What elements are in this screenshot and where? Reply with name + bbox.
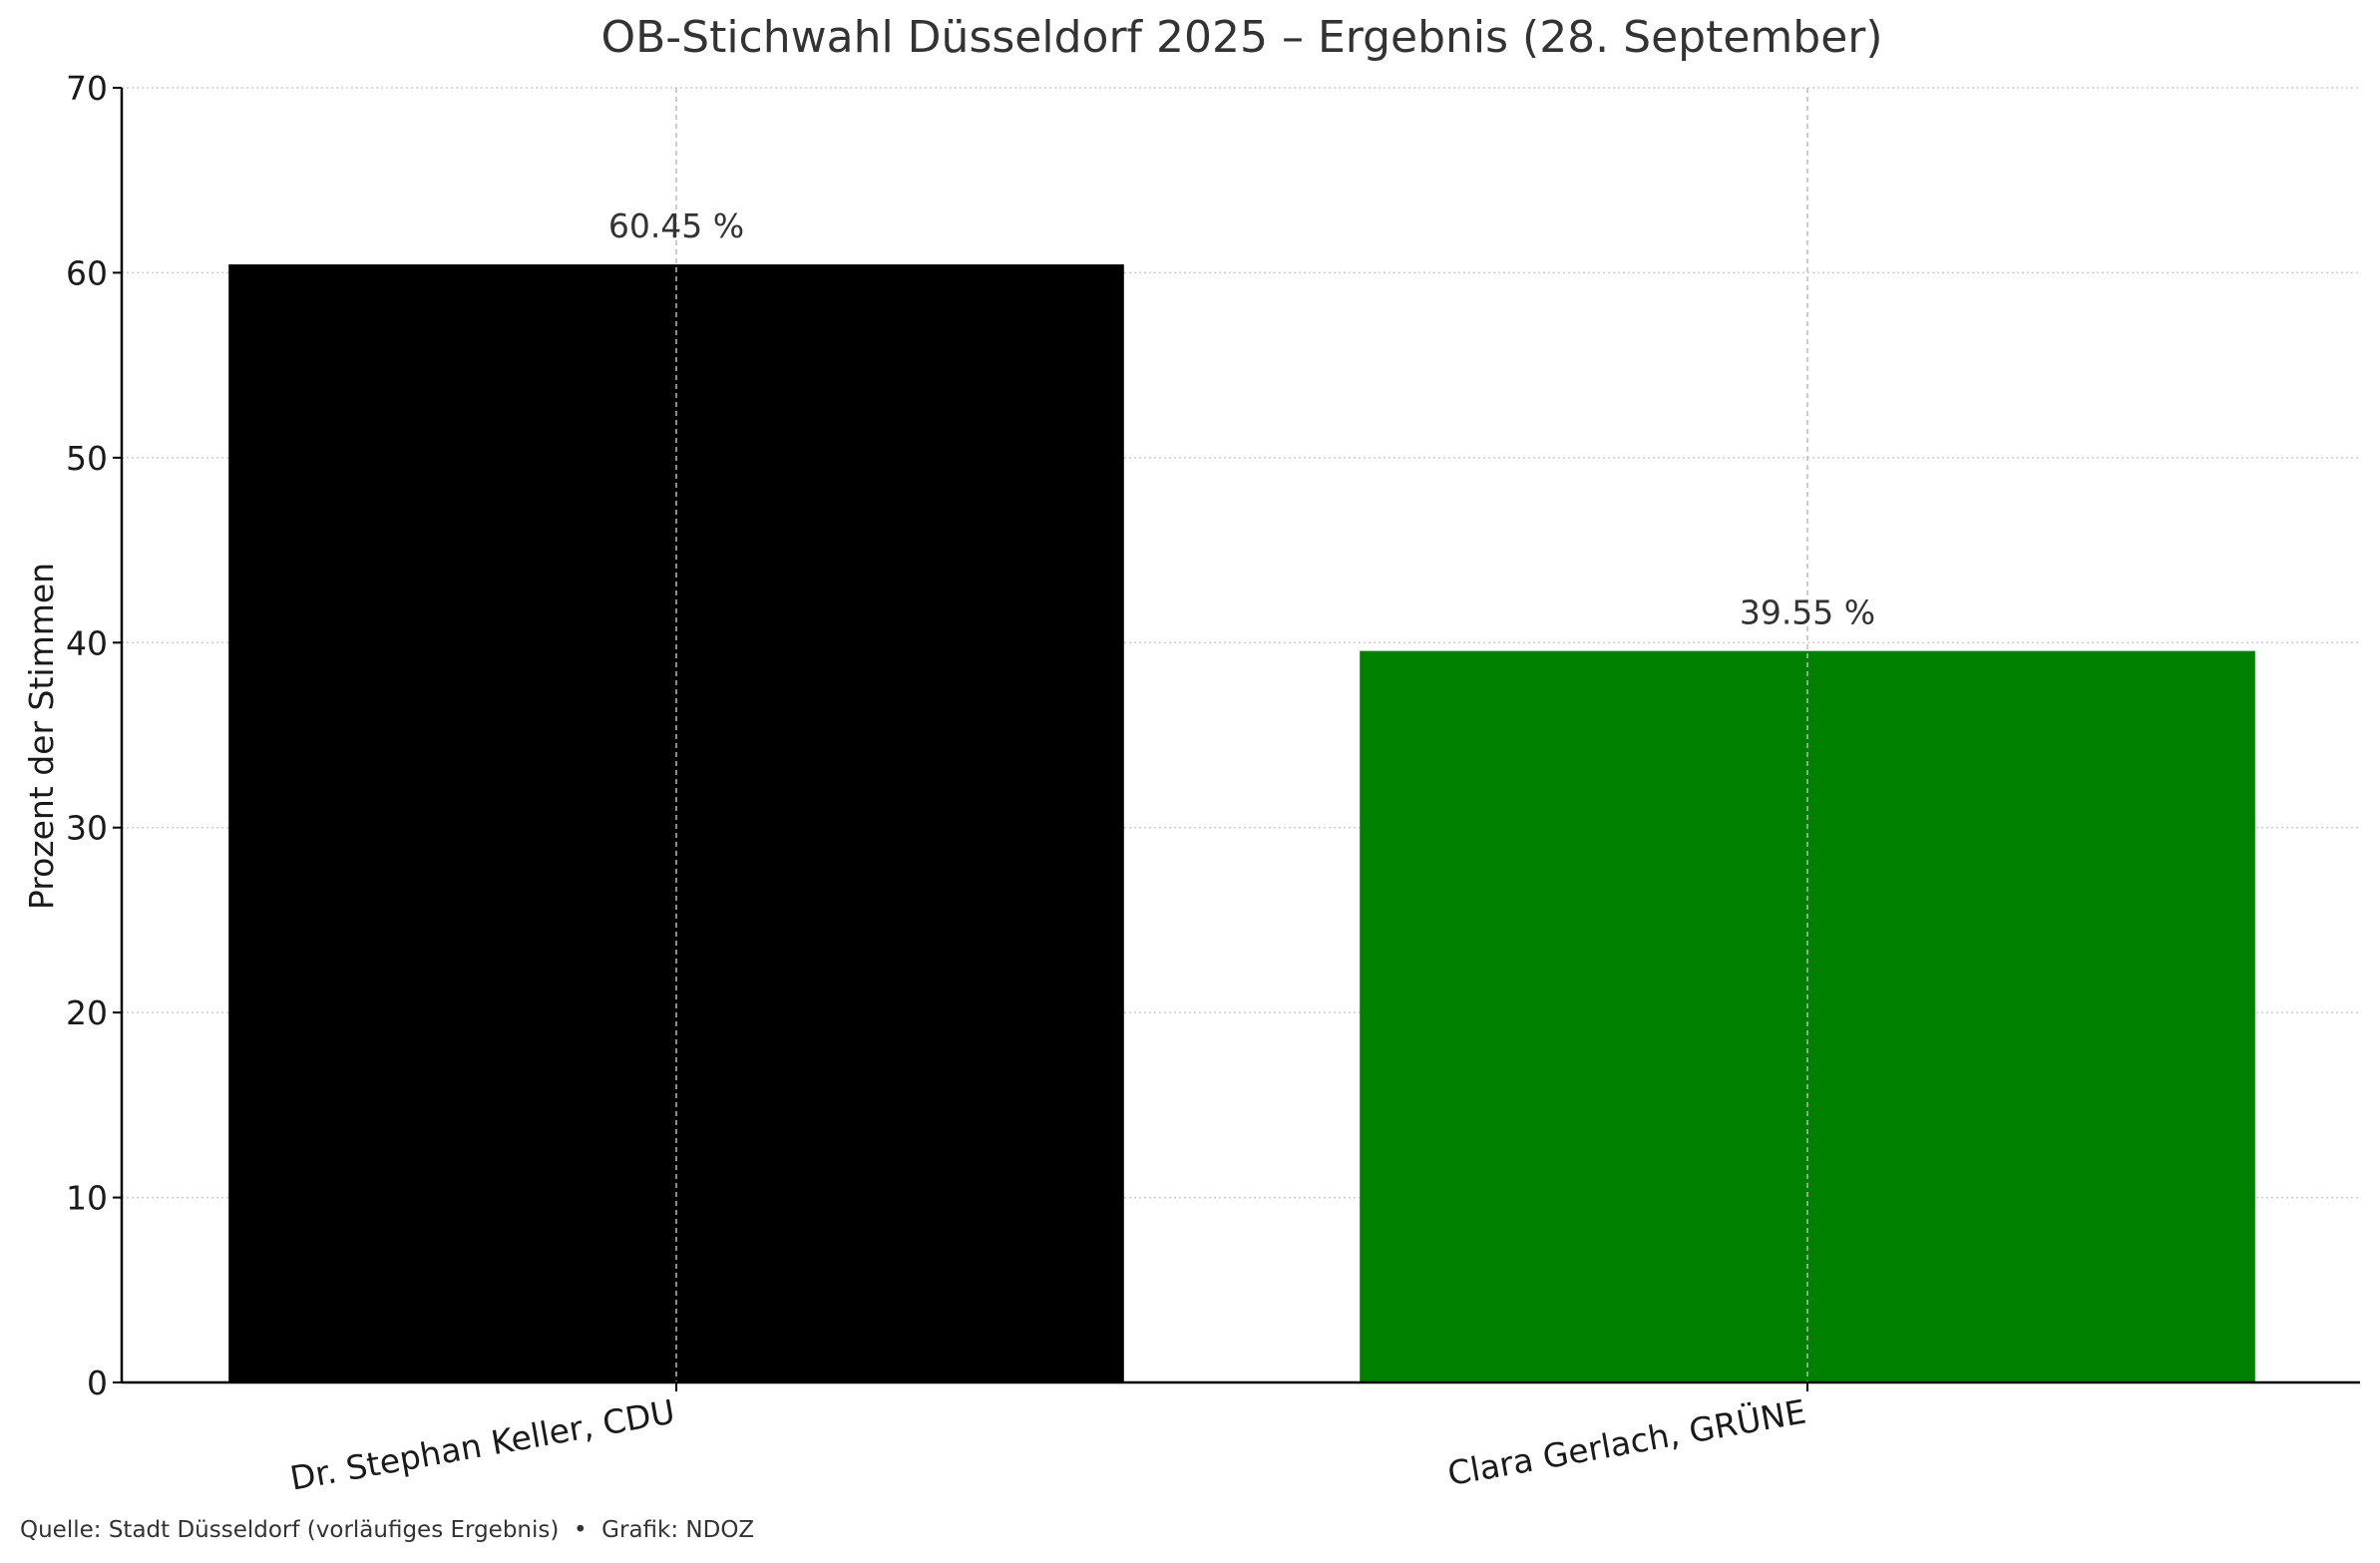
axes: [113, 87, 2360, 1391]
y-axis-label: Prozent der Stimmen: [22, 563, 61, 910]
y-tick-label: 30: [66, 809, 108, 848]
y-tick-label: 10: [66, 1179, 108, 1218]
bars: [228, 264, 2255, 1383]
bar-value-label: 60.45 %: [608, 206, 744, 245]
y-tick-label: 0: [87, 1364, 108, 1402]
x-tick-label: Dr. Stephan Keller, CDU: [287, 1391, 678, 1497]
vertical-grid-lines: [675, 88, 1808, 1382]
chart-title: OB-Stichwahl Düsseldorf 2025 – Ergebnis …: [600, 12, 1882, 63]
x-tick-label: Clara Gerlach, GRÜNE: [1444, 1390, 1808, 1493]
y-tick-label: 20: [66, 993, 108, 1032]
bar-value-label: 39.55 %: [1740, 593, 1875, 632]
y-tick-label: 60: [66, 253, 108, 292]
y-tick-label: 40: [66, 623, 108, 662]
y-tick-label: 70: [66, 69, 108, 108]
y-tick-label: 50: [66, 439, 108, 478]
source-footer: Quelle: Stadt Düsseldorf (vorläufiges Er…: [20, 1517, 755, 1543]
